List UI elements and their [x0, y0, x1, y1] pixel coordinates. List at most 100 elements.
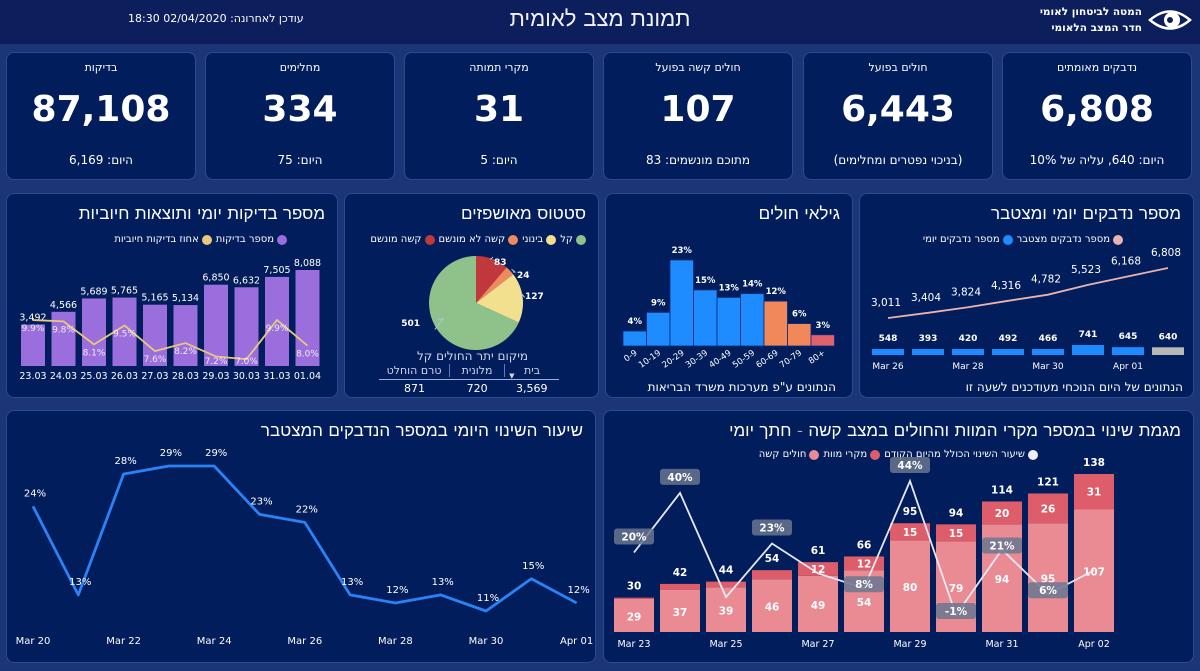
x-tick-label: 30-39 [684, 348, 710, 370]
bar-severe-patients [798, 575, 838, 632]
kpi-sub: היום: 640, עליה של 10% [1029, 153, 1165, 167]
bar-tests [21, 324, 45, 366]
panel-title: מספר בדיקות יומי ותוצאות חיוביות [78, 204, 325, 224]
line-positive-rate [32, 318, 309, 361]
bar-value-label: 5,689 [80, 286, 107, 297]
bar-value-label: 393 [919, 334, 938, 344]
x-tick-label: Mar 24 [197, 636, 232, 647]
panel-title: גילאי חולים [758, 204, 840, 224]
table-cell: 720 [466, 382, 488, 395]
cases-chart: 548 Mar 26 393 420 Mar 28 492 466 Mar 30 741 645 A… [871, 247, 1184, 372]
bar-value-label: 741 [1079, 330, 1098, 340]
line-value-label: 7.0% [235, 357, 258, 367]
bar-value-label: 12% [766, 287, 787, 297]
pie-legend: קל בינוני קשה לא מונשם קשה מונשם [370, 234, 586, 245]
bar-daily-cases [1112, 347, 1144, 355]
severe-value-label: 80 [903, 582, 918, 594]
bar-age-group [763, 300, 788, 347]
line-value-label: 6,168 [1111, 255, 1141, 267]
bar-daily-cases [1032, 349, 1064, 355]
bar-value-label: 466 [1039, 334, 1058, 344]
severe-chart: 29 30 Mar 23 37 42 39 44 Mar 25 46 54 49 12 61 Mar 27… [614, 457, 1114, 650]
total-value-label: 138 [1083, 457, 1105, 469]
legend-label: מספר בדיקות [215, 234, 274, 245]
legend-label: בינוני [522, 234, 544, 245]
rate-value-label: -1% [945, 606, 968, 618]
bar-age-group [669, 259, 694, 347]
kpi-sub: מתוכם מונשמים: 83 [645, 153, 751, 167]
x-tick-label: Mar 30 [1032, 362, 1064, 372]
patient-ages-panel: גילאי חולים 4% 0-9 9% 10-19 23% 20-29 15% 30-39… [605, 193, 853, 398]
severe-value-label: 29 [627, 611, 642, 623]
bar-tests [173, 305, 198, 366]
total-value-label: 114 [991, 484, 1013, 496]
legend-dot [1002, 234, 1013, 245]
kpi-confirmed: נדבקים מאומתים 6,808 היום: 640, עליה של … [1002, 52, 1192, 180]
kpi-label: בדיקות [84, 61, 118, 74]
x-tick-label: Mar 23 [617, 639, 650, 650]
bar-value-label: 5,165 [141, 293, 168, 304]
slice-label: 501 [401, 319, 420, 329]
total-value-label: 54 [765, 553, 780, 565]
x-tick-label: Apr 01 [1113, 362, 1143, 372]
bar-deaths [1028, 493, 1068, 524]
panel-title: סטטוס מאושפזים [461, 204, 586, 224]
bar-severe-patients [614, 598, 654, 632]
kpi-label: מחלימים [279, 61, 321, 74]
bar-value-label: 15% [695, 276, 716, 286]
legend-dot [424, 234, 435, 245]
x-tick-label: Mar 27 [801, 639, 834, 650]
rate-value-label: 6% [1039, 585, 1057, 597]
line-value-label: 4,316 [991, 280, 1021, 292]
legend-item-positive: אחוז בדיקות חיוביות [114, 234, 212, 245]
x-tick-label: 28.03 [172, 371, 199, 382]
daily-cumulative-cases-panel: מספר נדבקים יומי ומצטבר מספר נדבקים מצטב… [859, 193, 1194, 398]
bar-severe-patients [752, 579, 792, 632]
point-value-label: 13% [432, 577, 454, 588]
table-header-home[interactable]: בית ▼ [504, 364, 559, 380]
severe-value-label: 39 [719, 606, 734, 618]
tests-chart: 3,492 23.03 4,566 24.03 5,689 25.03 5,765 26.03… [19, 258, 321, 382]
x-tick-label: Mar 28 [378, 636, 413, 647]
inpatient-status-panel: סטטוס מאושפזים קל בינוני קשה לא מונשם קש… [344, 193, 599, 398]
table-header-undecided[interactable]: טרם הוחלט [386, 364, 442, 377]
line-cumulative-cases [887, 267, 1169, 319]
point-value-label: 12% [386, 585, 408, 596]
x-tick-label: 27.03 [141, 371, 168, 382]
severe-legend: שיעור השינוי הכולל מהיום הקודם מקרי מוות… [759, 449, 1038, 460]
legend-dot [277, 234, 287, 245]
kpi-sub: היום: 6,169 [69, 153, 133, 167]
footnote: הנתונים ע"פ מערכות משרד הבריאות [647, 380, 836, 394]
x-tick-label: 70-79 [778, 348, 804, 370]
x-tick-label: Mar 31 [985, 639, 1018, 650]
bar-value-label: 420 [959, 334, 978, 344]
bar-value-label: 5,134 [172, 293, 199, 304]
kpi-value: 87,108 [31, 89, 171, 130]
table-header-hotel[interactable]: מלונית [449, 364, 504, 377]
x-tick-label: 50-59 [731, 348, 757, 370]
total-value-label: 61 [811, 545, 826, 557]
logo-line2: חדר המצב הלאומי [1051, 22, 1142, 34]
line-value-label: 9.5% [113, 329, 136, 339]
sort-down-icon[interactable]: ▼ [509, 372, 515, 380]
bar-age-group [646, 311, 671, 347]
bar-value-label: 8,088 [294, 258, 321, 269]
legend-dot [201, 234, 212, 245]
total-value-label: 94 [949, 507, 964, 519]
daily-change-rate-panel: שיעור השינוי היומי במספר הנדבקים המצטבר … [6, 410, 596, 663]
kpi-severe: חולים קשה בפועל 107 מתוכם מונשמים: 83 [603, 52, 793, 180]
kpi-recovered: מחלימים 334 היום: 75 [205, 52, 395, 180]
pie-slice [429, 256, 519, 350]
legend-label: קשה מונשם [370, 234, 422, 245]
total-value-label: 42 [673, 567, 688, 579]
slice-label: 83 [494, 258, 507, 268]
bar-daily-cases [912, 349, 944, 355]
pie-slice [476, 267, 514, 303]
x-tick-label: Mar 25 [709, 639, 742, 650]
legend-item-rate: שיעור השינוי הכולל מהיום הקודם [884, 449, 1038, 460]
legend-item-severe-ventilated: קשה מונשם [370, 234, 435, 245]
tests-legend: מספר בדיקות אחוז בדיקות חיוביות [114, 234, 287, 245]
bar-value-label: 6,632 [233, 275, 260, 286]
leader-line [490, 256, 494, 260]
footnote: הנתונים של היום הנוכחי מעודכנים לשעה זו [965, 380, 1183, 394]
